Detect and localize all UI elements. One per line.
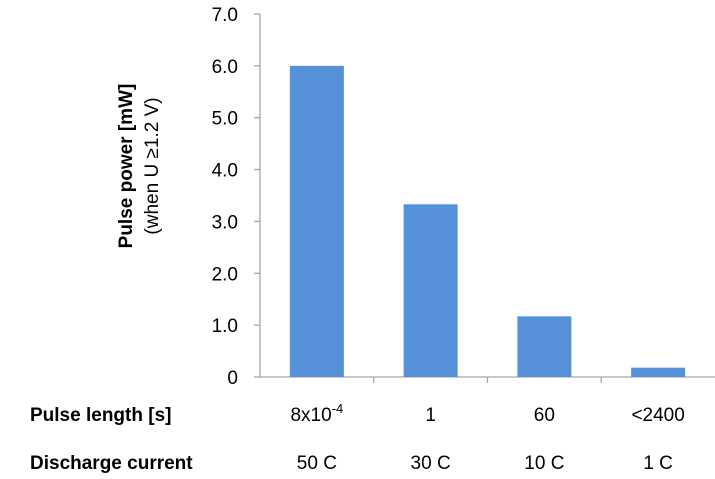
bar: [631, 367, 686, 377]
y-tick-label: 0: [227, 368, 238, 389]
y-tick-label: 7.0: [212, 5, 238, 26]
category-label: 10 C: [524, 453, 564, 474]
row-title: Discharge current: [30, 453, 193, 474]
category-label: 8x10-4: [290, 401, 343, 426]
bar: [403, 204, 458, 377]
y-tick-label: 4.0: [212, 161, 238, 182]
y-tick-label: 6.0: [212, 57, 238, 78]
y-tick-label: 3.0: [212, 212, 238, 233]
category-label: 1: [425, 405, 436, 426]
category-label: 50 C: [297, 453, 337, 474]
category-label: <2400: [631, 405, 684, 426]
category-label: 60: [534, 405, 555, 426]
y-tick-label: 1.0: [212, 316, 238, 337]
bar: [517, 316, 572, 377]
y-axis-title: Pulse power [mW] (when U ≥1.2 V): [116, 84, 163, 249]
category-label: 1 C: [643, 453, 673, 474]
bar: [289, 65, 344, 377]
y-axis-sublabel: (when U ≥1.2 V): [142, 97, 163, 234]
y-tick-label: 2.0: [212, 264, 238, 285]
plot-area: 0 1.0 2.0 3.0 4.0 5.0 6.0 7.0: [212, 5, 715, 389]
row-title: Pulse length [s]: [30, 405, 171, 426]
category-rows: Pulse length [s] 8x10-4 1 60 <2400 Discharge …: [30, 401, 685, 474]
y-axis-label: Pulse power [mW]: [116, 84, 137, 249]
y-tick-label: 5.0: [212, 109, 238, 130]
category-label: 30 C: [411, 453, 451, 474]
